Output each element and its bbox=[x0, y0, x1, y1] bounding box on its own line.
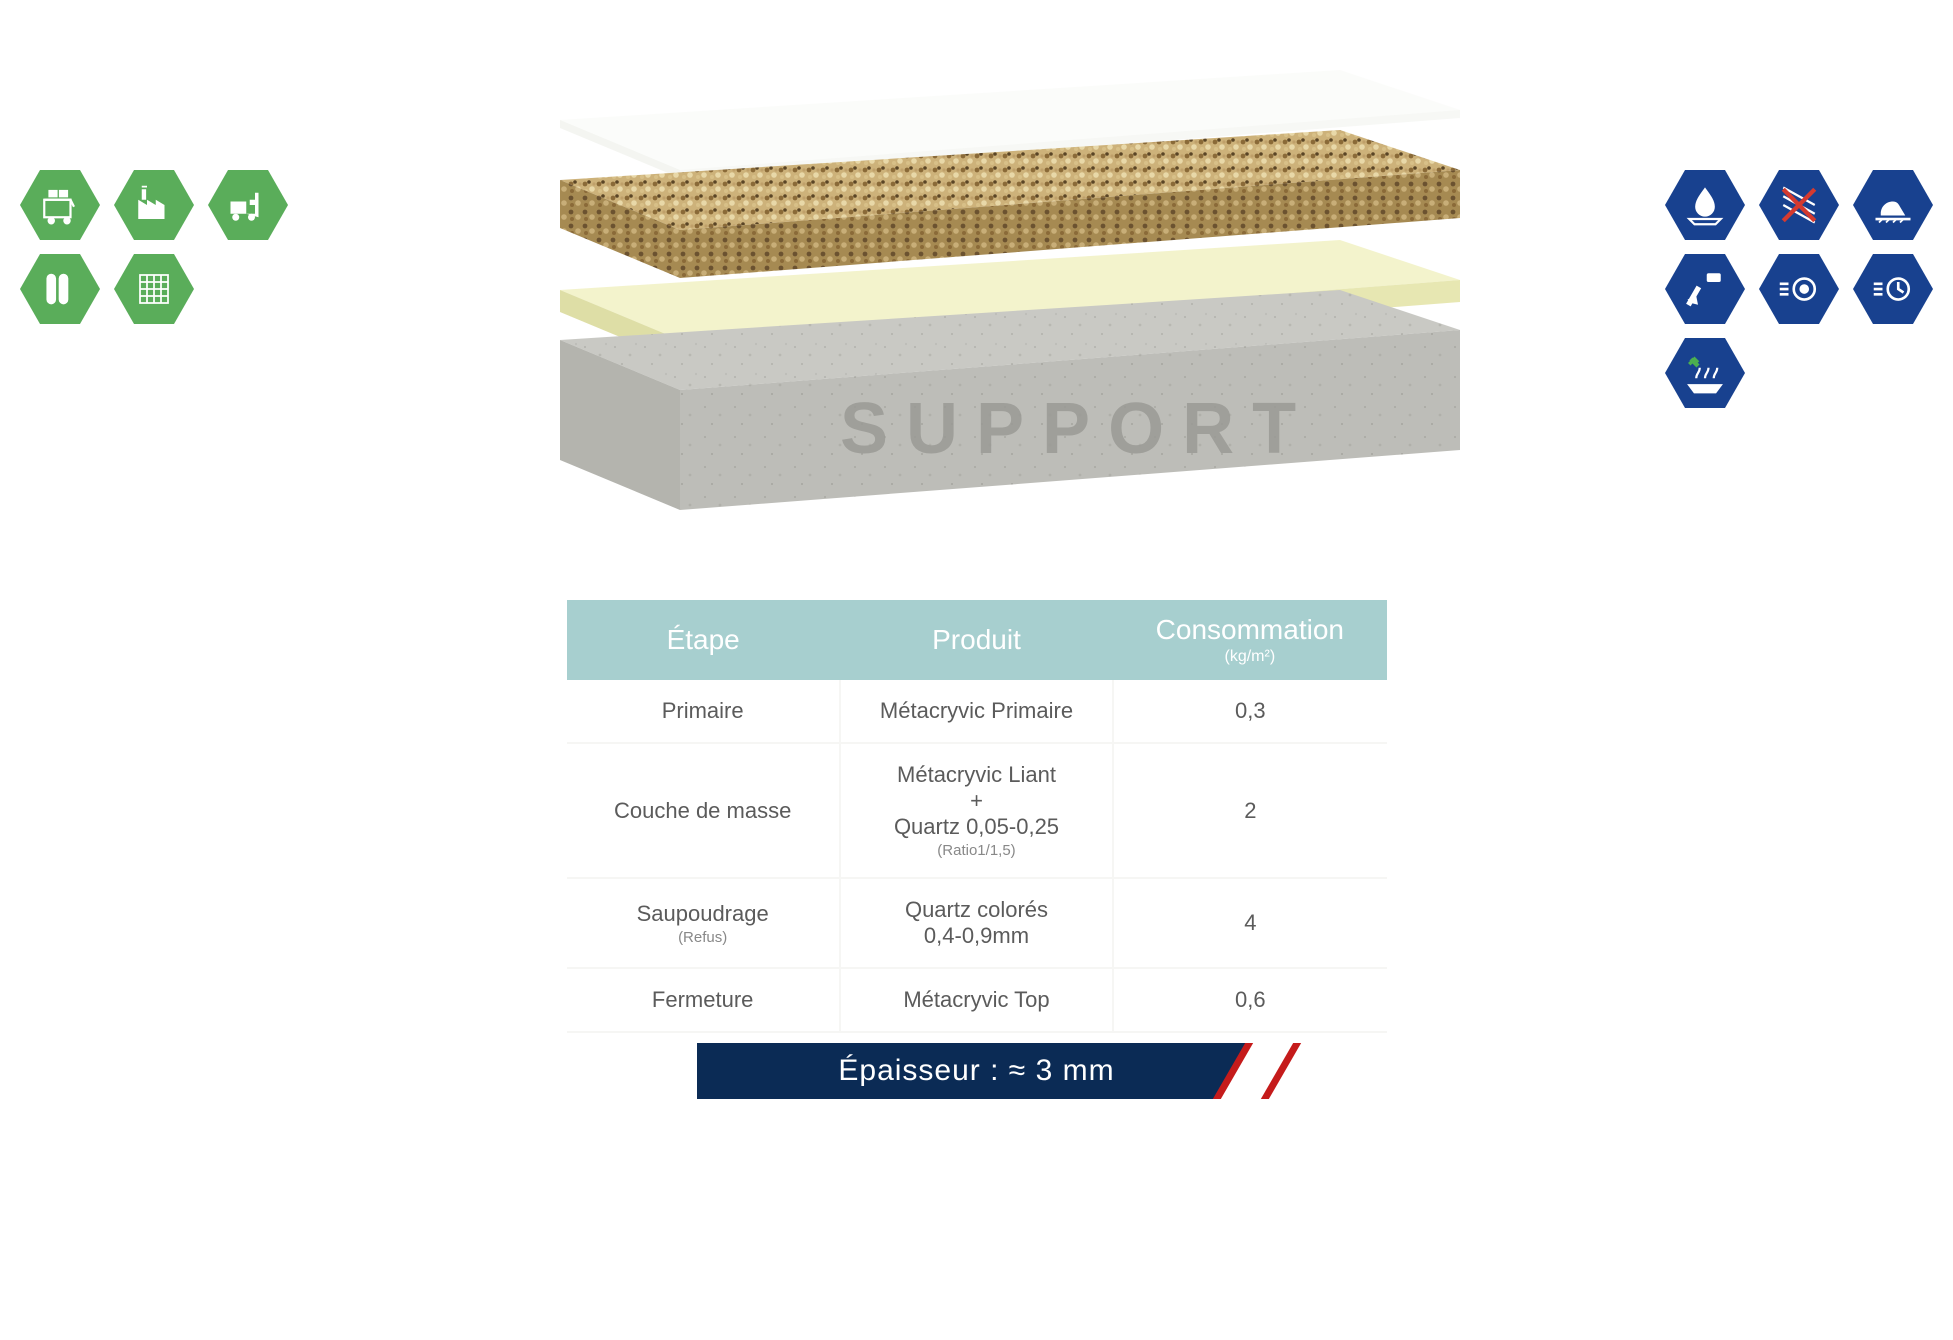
table-row: FermetureMétacryvic Top0,6 bbox=[567, 968, 1387, 1032]
cell-step: Fermeture bbox=[567, 968, 840, 1032]
fast-cure-icon bbox=[1853, 254, 1933, 324]
labs-icon bbox=[20, 254, 100, 324]
top-area: SUPPORT bbox=[0, 60, 1953, 520]
cell-cons: 4 bbox=[1113, 878, 1386, 968]
spec-table: Étape Produit Consommation (kg/m²) Prima… bbox=[567, 600, 1387, 1099]
thermal-icon bbox=[1665, 338, 1745, 408]
th-cons: Consommation (kg/m²) bbox=[1113, 600, 1386, 680]
cell-step: Couche de masse bbox=[567, 743, 840, 878]
cell-cons: 2 bbox=[1113, 743, 1386, 878]
table-row: Saupoudrage(Refus)Quartz colorés0,4-0,9m… bbox=[567, 878, 1387, 968]
water-resist-icon bbox=[1665, 170, 1745, 240]
cell-step: Saupoudrage(Refus) bbox=[567, 878, 840, 968]
impact-icon bbox=[1665, 254, 1745, 324]
cell-cons: 0,6 bbox=[1113, 968, 1386, 1032]
cell-product: Quartz colorés0,4-0,9mm bbox=[840, 878, 1113, 968]
forklift-icon bbox=[208, 170, 288, 240]
factory-icon bbox=[114, 170, 194, 240]
offices-icon bbox=[114, 254, 194, 324]
wheel-traffic-icon bbox=[1759, 254, 1839, 324]
table-row: PrimaireMétacryvic Primaire0,3 bbox=[567, 680, 1387, 743]
th-step: Étape bbox=[567, 600, 840, 680]
cell-product: Métacryvic Top bbox=[840, 968, 1113, 1032]
th-product: Produit bbox=[840, 600, 1113, 680]
thickness-bar: Épaisseur : ≈ 3 mm bbox=[697, 1043, 1257, 1099]
support-label: SUPPORT bbox=[840, 388, 1314, 470]
table-row: Couche de masseMétacryvic Liant+Quartz 0… bbox=[567, 743, 1387, 878]
cell-product: Métacryvic Liant+Quartz 0,05-0,25(Ratio1… bbox=[840, 743, 1113, 878]
thickness-label: Épaisseur : ≈ 3 mm bbox=[838, 1054, 1114, 1088]
cell-step: Primaire bbox=[567, 680, 840, 743]
slip-resist-icon bbox=[1853, 170, 1933, 240]
retail-icon bbox=[20, 170, 100, 240]
cell-cons: 0,3 bbox=[1113, 680, 1386, 743]
cell-product: Métacryvic Primaire bbox=[840, 680, 1113, 743]
application-icons bbox=[20, 170, 288, 324]
property-icons bbox=[1665, 170, 1933, 408]
layer-diagram: SUPPORT bbox=[400, 60, 1500, 520]
no-outdoor-icon bbox=[1759, 170, 1839, 240]
